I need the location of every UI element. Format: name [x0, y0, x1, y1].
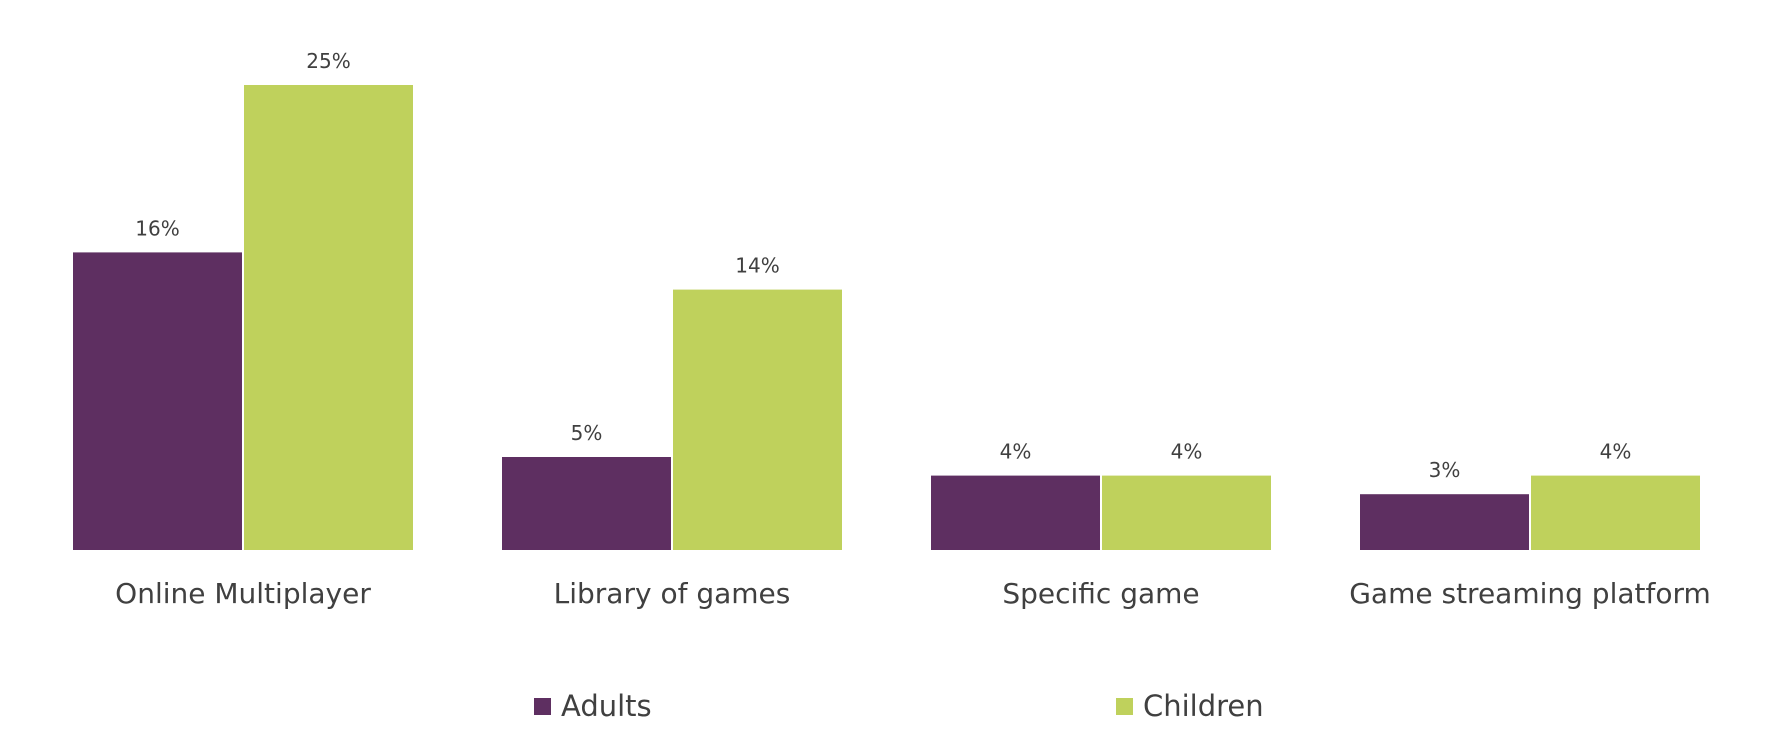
bar-children-3 — [1531, 475, 1700, 550]
data-label-adults-2: 4% — [1000, 440, 1032, 464]
category-label-3: Game streaming platform — [1349, 577, 1711, 610]
data-label-adults-0: 16% — [135, 216, 179, 240]
data-label-children-2: 4% — [1171, 440, 1203, 464]
data-label-children-1: 14% — [735, 254, 779, 278]
category-labels-layer: Online Multiplayer Library of games Specif… — [115, 577, 1711, 610]
category-label-2: Specific game — [1002, 577, 1199, 610]
legend-swatch-children — [1116, 698, 1133, 715]
category-label-0: Online Multiplayer — [115, 577, 371, 610]
data-labels-layer: 16% 25% 5% 14% 4% 4% 3% 4% — [135, 49, 1631, 482]
bar-adults-1 — [502, 457, 671, 550]
data-label-adults-3: 3% — [1429, 458, 1461, 482]
bar-children-2 — [1102, 475, 1271, 550]
legend-label-children: Children — [1143, 689, 1264, 723]
bar-children-1 — [673, 289, 842, 550]
data-label-adults-1: 5% — [571, 421, 603, 445]
bar-adults-2 — [931, 475, 1100, 550]
bar-children-0 — [244, 85, 413, 550]
data-label-children-0: 25% — [306, 49, 350, 73]
legend-swatch-adults — [534, 698, 551, 715]
bar-adults-3 — [1360, 494, 1529, 550]
legend-label-adults: Adults — [561, 689, 652, 723]
bars-layer — [73, 85, 1700, 550]
category-label-1: Library of games — [554, 577, 791, 610]
data-label-children-3: 4% — [1600, 440, 1632, 464]
bar-adults-0 — [73, 252, 242, 550]
legend: Adults Children — [534, 689, 1264, 723]
